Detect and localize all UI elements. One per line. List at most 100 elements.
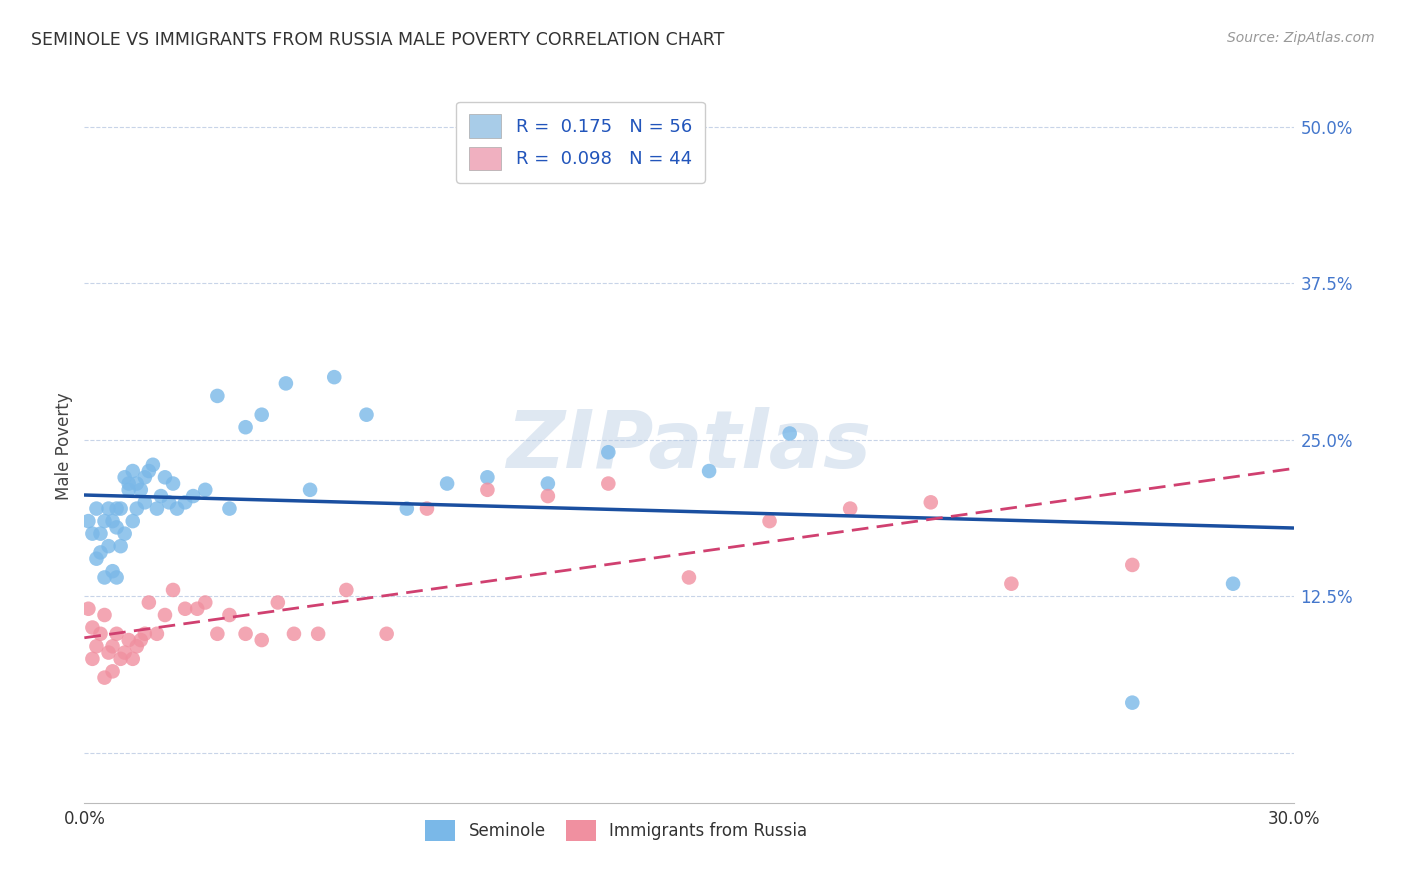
Point bbox=[110, 501, 132, 516]
Text: ZIPatlas: ZIPatlas bbox=[506, 407, 872, 485]
Y-axis label: Male Poverty: Male Poverty bbox=[55, 392, 73, 500]
Point bbox=[82, 652, 104, 666]
Point bbox=[162, 582, 184, 597]
Point bbox=[697, 464, 720, 478]
Point bbox=[779, 426, 801, 441]
Text: Source: ZipAtlas.com: Source: ZipAtlas.com bbox=[1227, 31, 1375, 45]
Point bbox=[416, 501, 439, 516]
Point bbox=[97, 646, 120, 660]
Point bbox=[138, 464, 160, 478]
Point bbox=[218, 607, 240, 622]
Legend: Seminole, Immigrants from Russia: Seminole, Immigrants from Russia bbox=[419, 814, 814, 848]
Point bbox=[138, 595, 160, 609]
Point bbox=[101, 665, 124, 679]
Point bbox=[121, 464, 143, 478]
Point bbox=[375, 627, 398, 641]
Point bbox=[207, 389, 229, 403]
Point bbox=[335, 582, 357, 597]
Point bbox=[142, 458, 165, 472]
Point bbox=[105, 627, 128, 641]
Point bbox=[118, 633, 141, 648]
Point bbox=[105, 520, 128, 534]
Point bbox=[82, 621, 104, 635]
Point bbox=[86, 640, 108, 654]
Point bbox=[299, 483, 322, 497]
Point bbox=[395, 501, 418, 516]
Point bbox=[166, 501, 188, 516]
Point bbox=[121, 514, 143, 528]
Point bbox=[110, 539, 132, 553]
Text: SEMINOLE VS IMMIGRANTS FROM RUSSIA MALE POVERTY CORRELATION CHART: SEMINOLE VS IMMIGRANTS FROM RUSSIA MALE … bbox=[31, 31, 724, 49]
Point bbox=[101, 640, 124, 654]
Point bbox=[174, 601, 197, 615]
Point bbox=[125, 640, 148, 654]
Point bbox=[274, 376, 297, 391]
Point bbox=[121, 652, 143, 666]
Point bbox=[146, 627, 169, 641]
Point bbox=[118, 476, 141, 491]
Point bbox=[162, 476, 184, 491]
Point bbox=[110, 652, 132, 666]
Point bbox=[153, 470, 176, 484]
Point bbox=[89, 526, 111, 541]
Point bbox=[758, 514, 780, 528]
Point bbox=[235, 420, 257, 434]
Point bbox=[194, 595, 217, 609]
Point bbox=[323, 370, 346, 384]
Point bbox=[93, 671, 115, 685]
Point bbox=[134, 627, 156, 641]
Point bbox=[920, 495, 942, 509]
Point bbox=[153, 607, 176, 622]
Point bbox=[97, 501, 120, 516]
Point bbox=[118, 483, 141, 497]
Point bbox=[93, 514, 115, 528]
Point bbox=[77, 601, 100, 615]
Point bbox=[125, 501, 148, 516]
Point bbox=[86, 551, 108, 566]
Point bbox=[477, 470, 499, 484]
Point bbox=[105, 501, 128, 516]
Point bbox=[114, 526, 136, 541]
Point bbox=[356, 408, 378, 422]
Point bbox=[101, 564, 124, 578]
Point bbox=[307, 627, 329, 641]
Point bbox=[174, 495, 197, 509]
Point bbox=[114, 646, 136, 660]
Point bbox=[89, 627, 111, 641]
Point bbox=[181, 489, 204, 503]
Point bbox=[125, 476, 148, 491]
Point bbox=[97, 539, 120, 553]
Point bbox=[218, 501, 240, 516]
Point bbox=[77, 514, 100, 528]
Point bbox=[129, 483, 152, 497]
Point bbox=[436, 476, 458, 491]
Point bbox=[82, 526, 104, 541]
Point bbox=[146, 501, 169, 516]
Point bbox=[1000, 576, 1022, 591]
Point bbox=[101, 514, 124, 528]
Point bbox=[194, 483, 217, 497]
Point bbox=[89, 545, 111, 559]
Point bbox=[114, 470, 136, 484]
Point bbox=[283, 627, 305, 641]
Point bbox=[93, 570, 115, 584]
Point bbox=[157, 495, 180, 509]
Point bbox=[1222, 576, 1244, 591]
Point bbox=[678, 570, 700, 584]
Point bbox=[105, 570, 128, 584]
Point bbox=[598, 476, 620, 491]
Point bbox=[537, 476, 560, 491]
Point bbox=[598, 445, 620, 459]
Point bbox=[1121, 696, 1143, 710]
Point bbox=[1121, 558, 1143, 572]
Point bbox=[149, 489, 172, 503]
Point bbox=[839, 501, 862, 516]
Point bbox=[86, 501, 108, 516]
Point bbox=[235, 627, 257, 641]
Point bbox=[250, 408, 273, 422]
Point bbox=[477, 483, 499, 497]
Point bbox=[134, 470, 156, 484]
Point bbox=[207, 627, 229, 641]
Point bbox=[93, 607, 115, 622]
Point bbox=[537, 489, 560, 503]
